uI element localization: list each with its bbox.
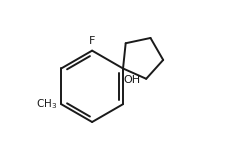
Text: CH$_3$: CH$_3$ (36, 97, 57, 111)
Text: F: F (89, 36, 95, 46)
Text: OH: OH (124, 75, 141, 85)
